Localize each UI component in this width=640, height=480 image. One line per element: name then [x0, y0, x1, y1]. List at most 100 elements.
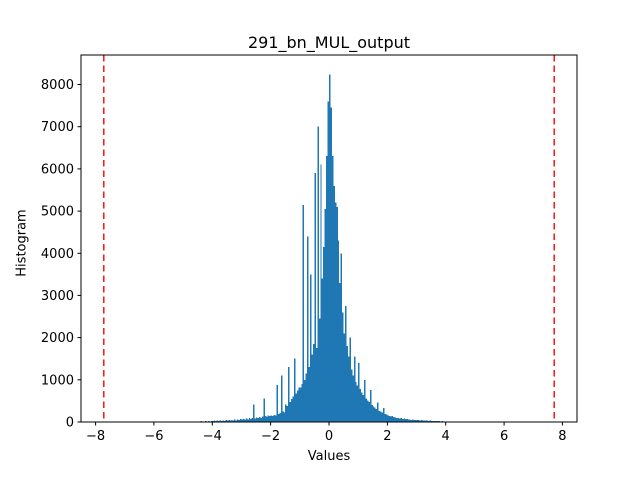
histogram-bar: [358, 362, 360, 422]
x-tick-label: −4: [203, 429, 222, 444]
histogram-bar: [229, 420, 232, 422]
histogram-bar: [425, 420, 427, 422]
histogram-bar: [295, 393, 297, 422]
x-tick-label: 0: [325, 429, 333, 444]
histogram-bar: [406, 419, 408, 422]
histogram-bar: [429, 420, 432, 422]
histogram-bar: [275, 415, 277, 422]
histogram-bar: [235, 420, 238, 422]
histogram-bar: [419, 420, 421, 422]
histogram-bar: [347, 356, 350, 422]
x-tick-label: 8: [558, 429, 566, 444]
histogram-bar: [299, 387, 302, 422]
histogram-bar: [364, 379, 366, 422]
histogram-bar: [264, 416, 267, 422]
histogram-bar: [400, 418, 402, 422]
histogram-bar: [248, 418, 251, 422]
histogram-bar: [380, 411, 382, 422]
histogram-bar: [362, 395, 365, 422]
histogram-bar: [234, 419, 236, 422]
histogram-bar: [261, 416, 264, 422]
histogram-bar: [298, 387, 300, 422]
histogram-bar: [345, 305, 347, 422]
histogram-bar: [343, 333, 346, 422]
histogram-bar: [251, 417, 254, 422]
histogram-bar: [276, 384, 278, 422]
histogram-bar: [387, 415, 389, 422]
histogram-bar: [225, 420, 227, 422]
histogram-bar: [353, 356, 356, 422]
histogram-bar: [330, 107, 332, 422]
histogram-bar: [216, 420, 219, 422]
x-tick-label: 4: [442, 429, 450, 444]
histogram-bar: [422, 420, 424, 422]
histogram-bar: [399, 418, 401, 422]
histogram-bar: [352, 375, 354, 422]
histogram-bar: [391, 416, 394, 422]
y-tick-label: 4000: [41, 247, 74, 262]
histogram-bar: [432, 420, 435, 422]
histogram-bar: [242, 418, 245, 422]
histogram-bar: [377, 402, 379, 422]
histogram-bar: [285, 404, 287, 422]
x-tick-label: −8: [86, 429, 105, 444]
histogram-bar: [226, 420, 229, 422]
histogram-bar: [223, 420, 226, 422]
histogram-bar: [407, 419, 410, 422]
histogram-bar: [296, 390, 299, 422]
histogram-bar: [238, 420, 241, 422]
histogram-bar: [339, 282, 341, 422]
histogram-bar: [326, 156, 328, 423]
histogram-bar: [301, 384, 303, 422]
histogram-bar: [371, 405, 373, 422]
y-tick-label: 6000: [41, 162, 74, 177]
histogram-bar: [435, 420, 437, 422]
histogram-bar: [218, 420, 220, 422]
x-tick-label: 6: [500, 429, 508, 444]
histogram-bar: [241, 419, 243, 422]
histogram-bar: [390, 416, 392, 422]
histogram-bar: [207, 420, 210, 422]
histogram-bar: [323, 246, 325, 422]
histogram-bar: [302, 204, 305, 422]
histogram-bars: [194, 74, 464, 423]
histogram-bar: [382, 408, 385, 422]
histogram-bar: [410, 419, 413, 422]
histogram-bar: [359, 389, 362, 422]
histogram-bar: [286, 405, 289, 422]
histogram-bar: [329, 74, 331, 423]
histogram-bar: [431, 420, 433, 422]
histogram-bar: [310, 274, 312, 422]
histogram-bar: [213, 420, 216, 422]
histogram-bar: [423, 420, 426, 422]
histogram-bar: [324, 208, 327, 422]
histogram-bar: [372, 406, 375, 422]
histogram-bar: [272, 416, 274, 422]
histogram-bar: [270, 415, 273, 422]
histogram-bar: [237, 419, 239, 422]
histogram-bar: [317, 126, 319, 423]
histogram-bar: [282, 411, 284, 422]
histogram-bar: [397, 417, 400, 422]
histogram-bar: [245, 418, 248, 422]
histogram-bar: [420, 420, 423, 422]
histogram-bar: [279, 412, 281, 422]
histogram-bar: [263, 398, 265, 422]
histogram-bar: [253, 404, 255, 422]
histogram-bar: [256, 417, 258, 422]
histogram-bar: [381, 412, 383, 422]
histogram-bar: [403, 418, 405, 422]
chart-title: 291_bn_MUL_output: [247, 33, 411, 52]
histogram-bar: [413, 420, 416, 422]
histogram-bar: [312, 343, 315, 422]
histogram-bar: [375, 408, 378, 422]
histogram-bar: [412, 419, 414, 422]
histogram-bar: [396, 417, 398, 422]
y-tick-label: 8000: [41, 78, 74, 93]
histogram-bar: [267, 415, 270, 422]
y-tick-label: 3000: [41, 289, 74, 304]
x-tick-label: −2: [261, 429, 280, 444]
histogram-bar: [426, 420, 429, 422]
histogram-bar: [378, 410, 381, 422]
